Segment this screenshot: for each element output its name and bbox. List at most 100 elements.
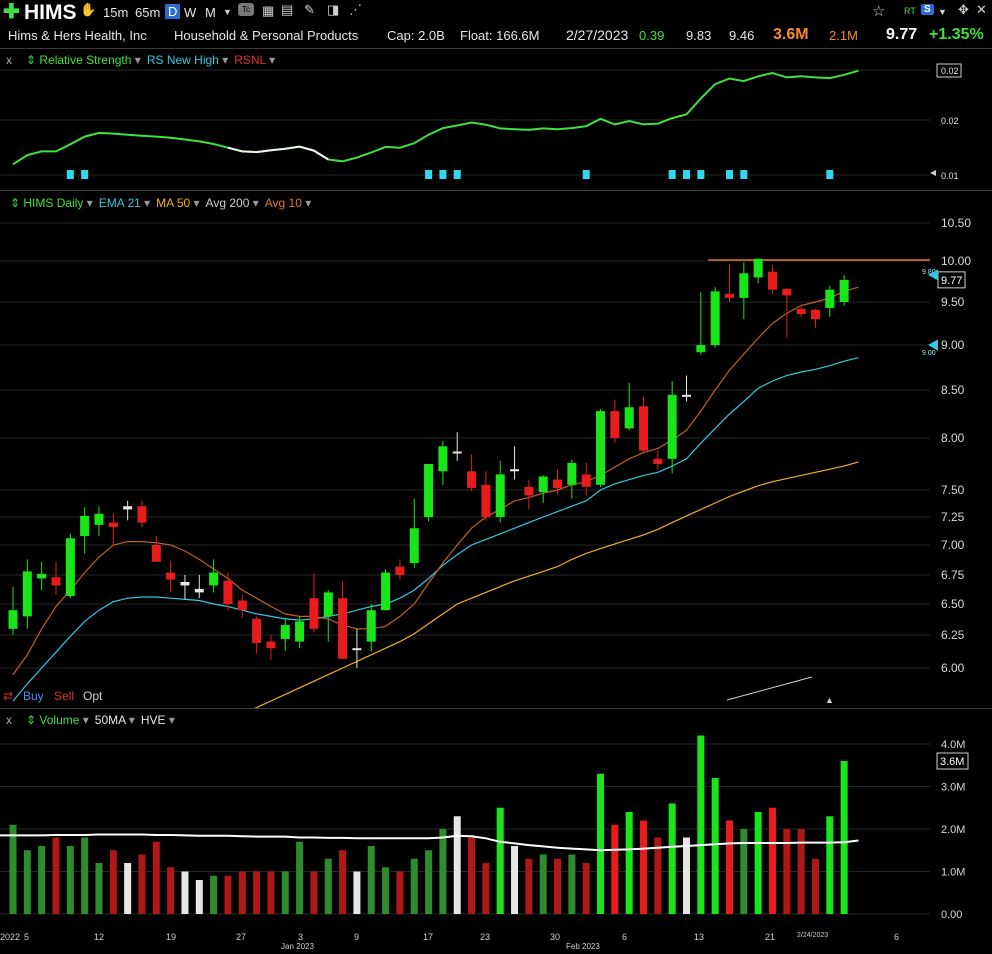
x-axis-label: 23: [480, 932, 491, 942]
chevron-down-icon[interactable]: ▾: [83, 196, 93, 210]
timeframe-d[interactable]: D: [165, 4, 181, 19]
symbol[interactable]: HIMS: [24, 1, 77, 24]
avg-volume: 2.1M: [829, 28, 858, 43]
layout-icon[interactable]: ▦: [262, 3, 275, 18]
chevron-down-icon[interactable]: ▾: [165, 713, 175, 727]
chevron-down-icon[interactable]: ▾: [79, 713, 89, 727]
x-axis-label: 9: [354, 932, 360, 942]
volume-legend-2[interactable]: HVE ▾: [140, 713, 175, 727]
volume-bar: [811, 858, 819, 914]
share-icon[interactable]: ⋰: [349, 2, 362, 17]
volume-bar: [826, 816, 834, 914]
candle-body: [481, 484, 491, 517]
scroll-up-icon[interactable]: ▲: [825, 695, 834, 705]
s-icon[interactable]: S: [921, 4, 934, 15]
candle-body: [151, 545, 161, 562]
chevron-down-icon[interactable]: ▾: [301, 196, 312, 210]
price-legend-3[interactable]: Avg 200 ▾: [205, 196, 259, 210]
chevron-down-icon[interactable]: ▾: [249, 196, 259, 210]
rt-icon[interactable]: RT: [904, 6, 916, 16]
volume-bar: [611, 824, 619, 914]
candle-body: [510, 469, 520, 472]
add-symbol-icon[interactable]: ✚: [3, 1, 20, 23]
price-legend-4[interactable]: Avg 10 ▾: [264, 196, 312, 210]
candle-body: [696, 345, 706, 353]
chevron-down-icon[interactable]: ▾: [140, 196, 151, 210]
rs-close-button[interactable]: x: [6, 53, 12, 67]
candle-body: [596, 411, 606, 485]
chevron-down-icon[interactable]: ▾: [265, 53, 276, 67]
volume-bar: [410, 858, 418, 914]
move-icon[interactable]: ✥: [958, 2, 969, 17]
volume-tag-box: [936, 752, 969, 770]
volume-bar: [324, 858, 332, 914]
hand-icon[interactable]: ✋: [80, 2, 97, 17]
rs-legend-2[interactable]: RSNL ▾: [234, 53, 276, 67]
arrows-icon[interactable]: ⇄: [3, 689, 14, 703]
price-chart: 10.50 10.00 9.50 9.00 8.50 8.00 7.50 7.25 7.00 6.…: [0, 216, 971, 708]
chevron-down-icon[interactable]: ▾: [125, 713, 135, 727]
chevron-down-icon[interactable]: ▼: [223, 7, 232, 17]
x-axis-label: 6: [894, 932, 900, 942]
candle-body: [352, 648, 362, 651]
options-button[interactable]: Opt: [83, 689, 103, 703]
rs-legend-0[interactable]: ⇕ Relative Strength ▾: [26, 53, 141, 67]
volume-bar: [23, 850, 31, 914]
candle-body: [438, 446, 448, 472]
star-icon[interactable]: ☆: [872, 3, 886, 20]
rs-new-high-marker: [81, 170, 89, 179]
price-legend-1[interactable]: EMA 21 ▾: [98, 196, 151, 210]
calculator-icon[interactable]: ▤: [281, 2, 294, 17]
rs-legend-1[interactable]: RS New High ▾: [146, 53, 229, 67]
volume-bar: [668, 803, 676, 914]
chevron-down-icon[interactable]: ▾: [218, 53, 229, 67]
candle-body: [166, 572, 176, 580]
timeframe-65m[interactable]: 65m: [135, 5, 161, 20]
volume-bar: [9, 824, 17, 914]
price-tag-small: 9.80: [922, 269, 936, 276]
price-tag-small: 9.00: [922, 350, 936, 357]
x-axis-label: 3: [298, 932, 304, 942]
timeframe-m[interactable]: M: [205, 5, 216, 20]
volume-bar: [224, 875, 232, 914]
volume-close-button[interactable]: x: [6, 713, 12, 727]
candle-body: [667, 394, 677, 459]
volume-bar: [181, 871, 189, 914]
toolbar: ✚ HIMS ✋ 15m 65m D W M ▼ Tc ▦ ▤ ✎ ◨ ⋰ ☆ …: [0, 0, 992, 24]
pencil-icon[interactable]: ✎: [304, 2, 315, 17]
x-axis: 2022 5 12 19 27 3 Jan 2023 9 17 23 30 Feb 2023 6 13 21…: [0, 922, 992, 954]
volume-bar: [195, 880, 203, 914]
rs-new-high-marker: [439, 170, 447, 179]
close-icon[interactable]: ✕: [976, 2, 987, 17]
timeframe-w[interactable]: W: [184, 5, 197, 20]
industry[interactable]: Household & Personal Products: [174, 28, 359, 43]
price-legend-2[interactable]: MA 50 ▾: [156, 196, 200, 210]
timeframe-15m[interactable]: 15m: [103, 5, 129, 20]
chevron-down-icon[interactable]: ▾: [190, 196, 200, 210]
candle-body: [753, 258, 763, 278]
ticker-icon[interactable]: Tc: [238, 3, 254, 16]
ma50-line: [254, 461, 859, 708]
x-axis-label: 12: [94, 932, 105, 942]
rs-new-high-marker: [668, 170, 676, 179]
volume-bar: [396, 871, 404, 914]
volume-bar: [582, 863, 590, 914]
quote-bar: Hims & Hers Health, Inc Household & Pers…: [0, 24, 992, 48]
price-legend-0[interactable]: ⇕ HIMS Daily ▾: [10, 196, 93, 210]
volume-legend-1[interactable]: 50MA ▾: [94, 713, 135, 727]
open-price: 0.39: [639, 28, 665, 43]
volume-bar: [482, 863, 490, 914]
candle-body: [796, 308, 806, 315]
market-cap: Cap: 2.0B: [387, 28, 445, 43]
volume-legend-0[interactable]: ⇕ Volume ▾: [26, 713, 89, 727]
candle-body: [137, 506, 147, 523]
rs-pointer: [930, 170, 936, 176]
buy-button[interactable]: Buy: [23, 689, 44, 703]
candle-body: [323, 592, 333, 617]
rs-new-high-marker: [726, 170, 733, 179]
s-chevron-icon[interactable]: ▼: [938, 7, 947, 17]
chevron-down-icon[interactable]: ▾: [131, 53, 141, 67]
notes-icon[interactable]: ◨: [327, 2, 340, 17]
volume-bar: [95, 863, 103, 914]
sell-button[interactable]: Sell: [54, 689, 75, 703]
